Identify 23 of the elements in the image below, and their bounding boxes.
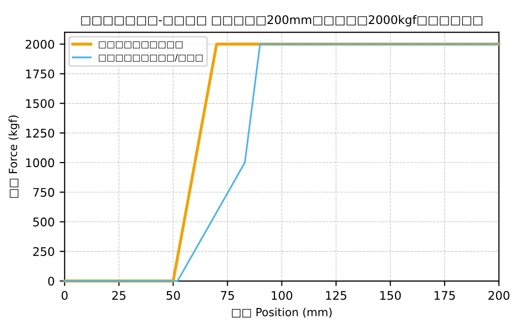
y-tick-label: 2000: [26, 40, 54, 49]
x-tick-label: 50: [166, 290, 180, 300]
x-axis-title: □□ Position (mm): [232, 308, 332, 318]
x-tick-label: 175: [434, 291, 455, 300]
y-tick-label: 500: [33, 218, 54, 226]
y-tick-label: 1750: [26, 69, 54, 78]
y-tick-label: 1250: [26, 128, 54, 138]
x-tick-label: 200: [488, 290, 510, 300]
x-tick-label: 25: [112, 290, 126, 300]
y-axis-title: □□ Force (kgf): [8, 116, 20, 198]
y-tick-label: 250: [33, 247, 54, 256]
x-tick-label: 100: [272, 290, 292, 300]
chart-title: □□□□□□□-□□□□ □□□□□200mm□□□□□2000kgf□□□□□□: [81, 14, 482, 26]
x-tick-label: 150: [380, 290, 401, 300]
legend-label: □□□□□□□□□/□□□: [98, 54, 203, 62]
y-tick-label: 750: [33, 188, 54, 197]
legend-label: □□□□□□□□□□: [98, 41, 183, 48]
y-tick-label: 0: [48, 276, 54, 286]
x-tick-label: 75: [220, 291, 234, 300]
y-tick-label: 1500: [26, 99, 54, 108]
y-tick-label: 1000: [26, 158, 54, 168]
x-tick-label: 125: [326, 290, 346, 300]
x-tick-label: 0: [62, 290, 68, 300]
